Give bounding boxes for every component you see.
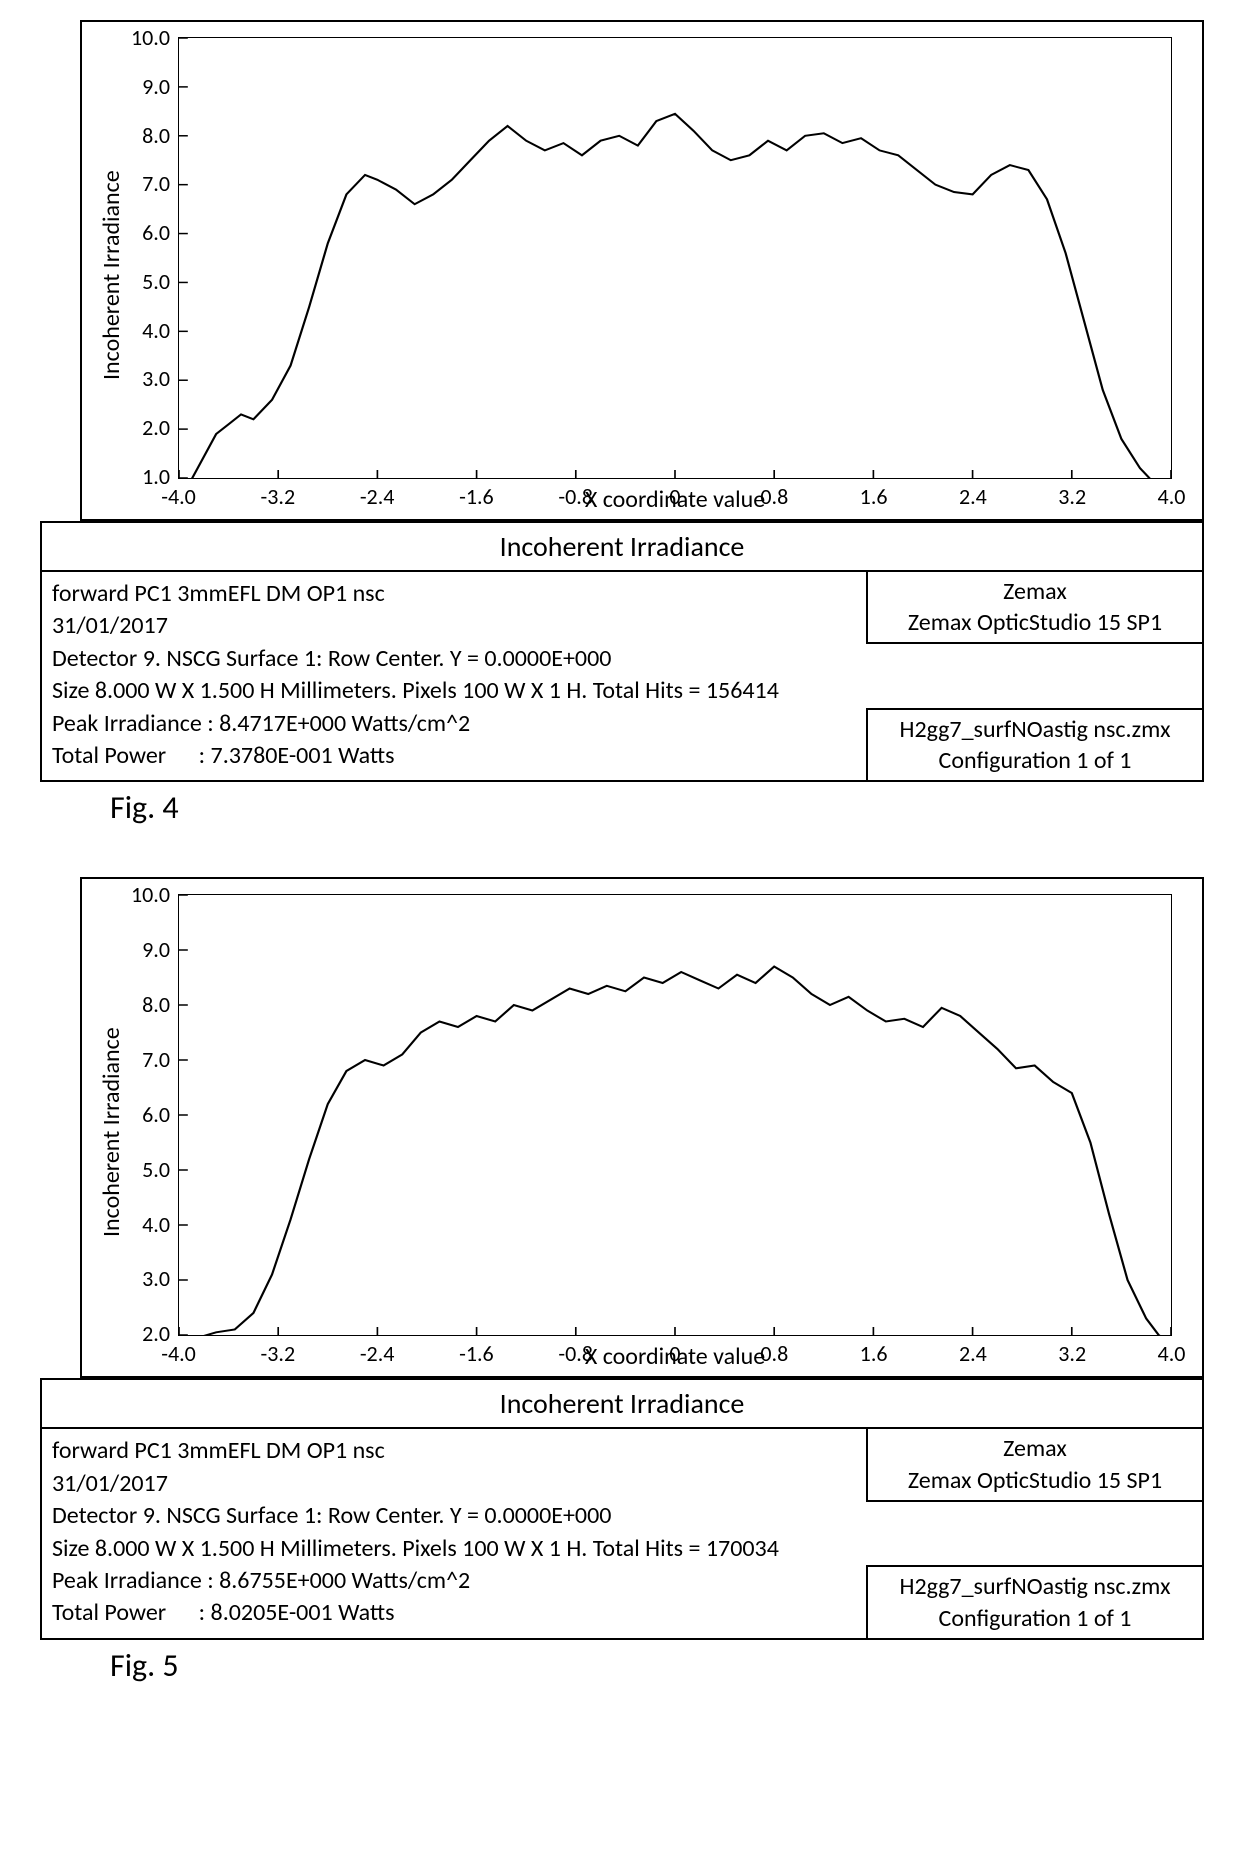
line-chart <box>179 38 1171 478</box>
chart-container: Incoherent Irradiance 10.09.08.07.06.05.… <box>80 877 1204 1378</box>
figure-caption: Fig. 5 <box>110 1646 1220 1685</box>
plot-box <box>178 894 1172 1336</box>
software-version: Zemax OpticStudio 15 SP1 <box>880 607 1190 638</box>
software-name: Zemax <box>880 576 1190 607</box>
figure-4: Incoherent Irradiance 10.09.08.07.06.05.… <box>20 20 1220 827</box>
panel-body: Zemax Zemax OpticStudio 15 SP1 H2gg7_sur… <box>42 1429 1202 1637</box>
figure-5: Incoherent Irradiance 10.09.08.07.06.05.… <box>20 877 1220 1684</box>
info-line: Size 8.000 W X 1.500 H Millimeters. Pixe… <box>52 1533 1192 1565</box>
info-panel: Incoherent Irradiance Zemax Zemax OpticS… <box>40 1378 1204 1639</box>
info-line: Detector 9. NSCG Surface 1: Row Center. … <box>52 1500 1192 1532</box>
y-axis-label: Incoherent Irradiance <box>92 894 131 1371</box>
figure-caption: Fig. 4 <box>110 788 1220 827</box>
software-name: Zemax <box>880 1433 1190 1464</box>
config-file: H2gg7_surfNOastig nsc.zmx <box>880 1571 1190 1602</box>
info-panel: Incoherent Irradiance Zemax Zemax OpticS… <box>40 521 1204 782</box>
config-file: H2gg7_surfNOastig nsc.zmx <box>880 714 1190 745</box>
y-tick-labels: 10.09.08.07.06.05.04.03.02.0 <box>131 894 178 1334</box>
config-number: Configuration 1 of 1 <box>880 1603 1190 1634</box>
panel-title: Incoherent Irradiance <box>42 523 1202 572</box>
info-line: Size 8.000 W X 1.500 H Millimeters. Pixe… <box>52 675 1192 707</box>
config-box: H2gg7_surfNOastig nsc.zmx Configuration … <box>866 708 1204 782</box>
software-box: Zemax Zemax OpticStudio 15 SP1 <box>866 1427 1204 1501</box>
y-tick-labels: 10.09.08.07.06.05.04.03.02.01.0 <box>131 37 178 477</box>
software-version: Zemax OpticStudio 15 SP1 <box>880 1465 1190 1496</box>
panel-title: Incoherent Irradiance <box>42 1380 1202 1429</box>
config-box: H2gg7_surfNOastig nsc.zmx Configuration … <box>866 1565 1204 1639</box>
y-axis-label: Incoherent Irradiance <box>92 37 131 514</box>
chart-container: Incoherent Irradiance 10.09.08.07.06.05.… <box>80 20 1204 521</box>
panel-body: Zemax Zemax OpticStudio 15 SP1 H2gg7_sur… <box>42 572 1202 780</box>
config-number: Configuration 1 of 1 <box>880 745 1190 776</box>
plot-box <box>178 37 1172 479</box>
software-box: Zemax Zemax OpticStudio 15 SP1 <box>866 570 1204 644</box>
line-chart <box>179 895 1171 1335</box>
info-line: Detector 9. NSCG Surface 1: Row Center. … <box>52 643 1192 675</box>
